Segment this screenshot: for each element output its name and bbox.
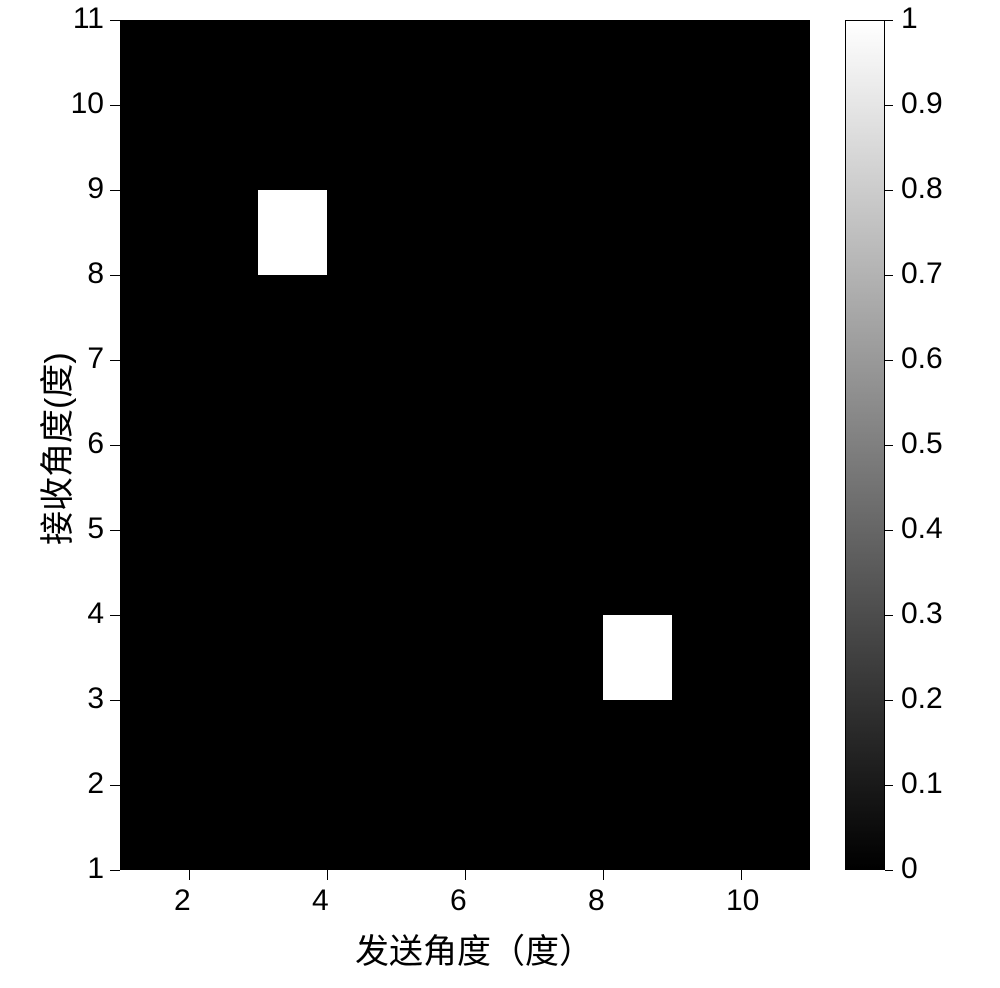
x-tick-label: 6 [450,884,467,918]
y-tick-label: 8 [87,257,104,291]
heatmap-cell [603,615,672,700]
y-tick [110,785,120,786]
colorbar-tick-label: 0.6 [901,342,943,376]
y-tick-label: 3 [87,682,104,716]
y-tick [110,105,120,106]
y-tick-label: 9 [87,172,104,206]
y-tick-label: 7 [87,342,104,376]
y-tick [110,275,120,276]
colorbar-tick [885,615,893,616]
x-tick-label: 8 [588,884,605,918]
y-tick [110,700,120,701]
y-tick-label: 11 [73,2,104,36]
y-tick [110,360,120,361]
x-axis-title: 发送角度（度） [355,924,593,973]
plot-background [120,20,810,870]
colorbar-tick-label: 0.3 [901,597,943,631]
x-tick [189,870,190,880]
colorbar-tick-label: 0.9 [901,87,943,121]
x-tick-label: 4 [312,884,329,918]
colorbar-tick [885,445,893,446]
x-tick-label: 2 [174,884,191,918]
x-tick [603,870,604,880]
colorbar-tick-label: 0.5 [901,427,943,461]
y-tick-label: 5 [87,512,104,546]
colorbar-tick-label: 0 [901,852,918,886]
colorbar-tick [885,360,893,361]
colorbar-tick-label: 0.4 [901,512,943,546]
y-tick [110,445,120,446]
y-tick-label: 4 [87,597,104,631]
y-tick [110,870,120,871]
colorbar-tick [885,190,893,191]
y-tick [110,615,120,616]
colorbar-tick [885,275,893,276]
heatmap-plot [120,20,810,870]
y-tick [110,20,120,21]
y-tick-label: 2 [87,767,104,801]
y-tick [110,190,120,191]
heatmap-cell [258,190,327,275]
colorbar-tick-label: 0.8 [901,172,943,206]
colorbar-tick-label: 0.7 [901,257,943,291]
x-tick [327,870,328,880]
colorbar-tick [885,870,893,871]
y-tick [110,530,120,531]
y-tick-label: 1 [87,852,104,886]
colorbar-tick-label: 0.1 [901,767,943,801]
colorbar-tick-label: 0.2 [901,682,943,716]
x-tick-label: 10 [726,884,759,918]
y-axis-title: 接收角度(度) [30,352,79,545]
colorbar-tick [885,530,893,531]
colorbar-tick [885,700,893,701]
y-tick-label: 10 [71,87,104,121]
colorbar-tick [885,785,893,786]
colorbar-tick [885,20,893,21]
colorbar [845,20,885,870]
x-tick [741,870,742,880]
colorbar-tick [885,105,893,106]
y-tick-label: 6 [87,427,104,461]
x-tick [465,870,466,880]
figure: { "figure": { "width_px": 1000, "height_… [0,0,1000,988]
colorbar-tick-label: 1 [901,2,918,36]
